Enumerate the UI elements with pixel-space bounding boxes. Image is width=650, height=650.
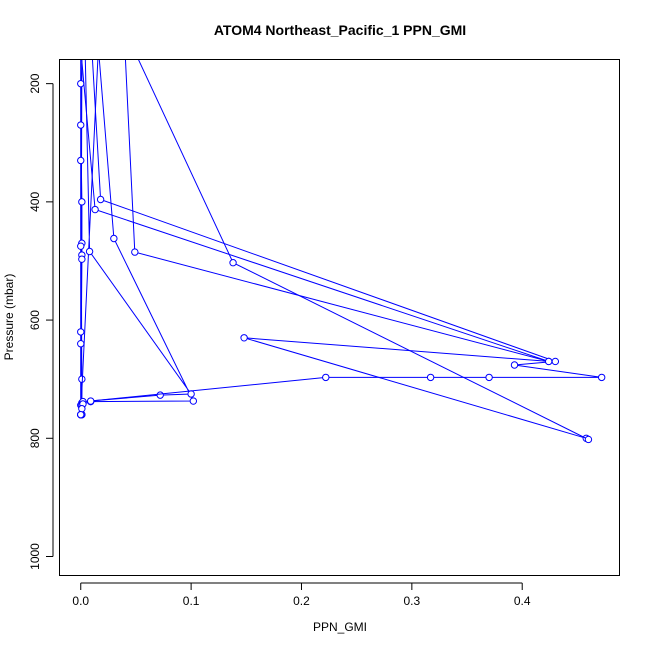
data-point (187, 390, 195, 398)
data-point (426, 373, 435, 382)
data-point (91, 205, 99, 214)
y-tick-label: 200 (28, 73, 42, 93)
data-point (78, 198, 86, 206)
y-tick-label: 800 (28, 428, 42, 448)
data-point (77, 121, 85, 129)
chart-title: ATOM4 Northeast_Pacific_1 PPN_GMI (214, 22, 466, 38)
data-point (110, 234, 118, 243)
series-line (80, 60, 83, 415)
y-axis-label: Pressure (mbar) (2, 274, 16, 361)
plot-area-border (59, 59, 620, 576)
y-axis: 200 400 600 800 1000 (28, 73, 54, 570)
x-tick-label: 0.2 (293, 594, 310, 608)
data-point (78, 405, 86, 413)
series-line (81, 60, 587, 439)
data-point (77, 156, 85, 165)
series-layer (77, 60, 606, 444)
x-tick-label: 0.4 (514, 594, 531, 608)
x-tick-label: 0.0 (72, 594, 89, 608)
data-point (77, 340, 85, 348)
data-point (551, 357, 560, 366)
data-point (86, 397, 95, 405)
y-tick-label: 600 (28, 310, 42, 330)
x-tick-label: 0.3 (404, 594, 421, 608)
data-point (545, 357, 553, 366)
x-axis: 0.0 0.1 0.2 0.3 0.4 (72, 582, 531, 608)
data-point (189, 397, 198, 405)
data-point (584, 435, 593, 444)
data-point (597, 373, 606, 382)
data-point (131, 248, 139, 256)
x-axis-label: PPN_GMI (313, 620, 367, 634)
data-point (322, 373, 330, 382)
y-tick-label: 1000 (28, 543, 42, 570)
x-tick-label: 0.1 (183, 594, 200, 608)
data-point (240, 334, 248, 342)
data-point (77, 328, 85, 336)
data-point (510, 361, 519, 369)
data-point (229, 259, 237, 267)
data-point (77, 410, 85, 419)
data-point (77, 242, 85, 250)
data-point (485, 373, 493, 382)
series-line (138, 60, 589, 440)
data-point (77, 79, 85, 88)
series-line (80, 60, 195, 415)
data-point (96, 195, 105, 204)
data-point (85, 247, 94, 256)
y-tick-label: 400 (28, 192, 42, 212)
data-point (156, 391, 164, 399)
data-point (78, 255, 86, 263)
